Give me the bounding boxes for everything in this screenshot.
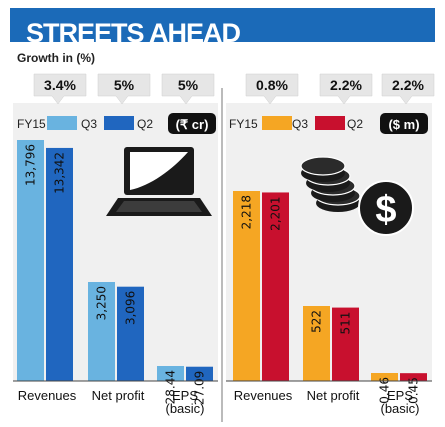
data-label: 3,096 <box>124 291 138 325</box>
growth-box <box>33 73 87 105</box>
growth-label: Growth in (%) <box>17 51 95 65</box>
growth-value: 5% <box>178 77 199 93</box>
legend-prefix: FY15 <box>229 117 258 131</box>
dollar-sign: $ <box>375 189 396 231</box>
unit-badge <box>168 113 216 134</box>
legend-swatch-q2 <box>104 116 134 130</box>
growth-box <box>161 73 215 105</box>
bar-q2 <box>332 307 359 381</box>
legend-swatch-q2 <box>315 116 345 130</box>
laptop-keys <box>116 201 202 212</box>
legend-prefix: FY15 <box>17 117 46 131</box>
data-label: 0.46 <box>378 377 392 404</box>
bar-q3 <box>371 373 398 381</box>
bar-q3 <box>157 366 184 381</box>
bar-q2 <box>186 366 213 381</box>
growth-value: 2.2% <box>330 77 362 93</box>
data-label: 511 <box>339 312 353 335</box>
bar-q2 <box>46 147 73 381</box>
dollar-coins-icon: $ <box>300 156 414 236</box>
data-label: 27.09 <box>193 371 207 405</box>
category-label: Revenues <box>234 388 293 403</box>
bar-q2 <box>400 373 427 381</box>
bar-q3 <box>17 140 44 381</box>
data-label: 2,201 <box>269 196 283 230</box>
growth-box <box>97 73 151 105</box>
category-label: Revenues <box>18 388 77 403</box>
legend-label-q3: Q3 <box>292 117 308 131</box>
unit-label: ($ m) <box>388 117 419 132</box>
data-label: 0.45 <box>407 377 421 404</box>
laptop-glare <box>130 152 188 190</box>
growth-value: 5% <box>114 77 135 93</box>
legend-label-q3: Q3 <box>81 117 97 131</box>
coin-face <box>300 156 346 176</box>
category-label: (basic) <box>165 401 204 416</box>
unit-label: (₹ cr) <box>176 117 209 132</box>
growth-value: 2.2% <box>392 77 424 93</box>
dollar-coin <box>358 180 414 236</box>
category-label: EPS <box>387 388 413 403</box>
category-label: EPS <box>172 388 198 403</box>
growth-box <box>381 73 435 105</box>
legend-label-q2: Q2 <box>347 117 363 131</box>
category-label: (basic) <box>380 401 419 416</box>
bar-q3 <box>88 282 115 381</box>
growth-box <box>245 73 299 105</box>
chart-panel-1: 3.4% 5% 5% FY15 Q3 Q2 (₹ cr) 13,796 13,342 Revenu… <box>13 73 218 416</box>
data-label: 2,218 <box>240 195 254 229</box>
bar-q2 <box>262 192 289 381</box>
page-title: STREETS AHEAD <box>26 18 241 48</box>
laptop-keyboard <box>106 198 212 216</box>
bar-q3 <box>303 306 330 381</box>
legend-swatch-q3 <box>262 116 292 130</box>
growth-value: 3.4% <box>44 77 76 93</box>
unit-badge <box>380 113 428 134</box>
growth-box <box>319 73 373 105</box>
title-bar: STREETS AHEAD <box>10 8 435 48</box>
bar-q2 <box>117 286 144 381</box>
laptop-icon <box>106 147 212 216</box>
bar-q3 <box>233 191 260 381</box>
data-label: 522 <box>310 310 324 333</box>
legend-swatch-q3 <box>47 116 77 130</box>
data-label: 28.44 <box>164 370 178 404</box>
data-label: 13,342 <box>53 152 67 194</box>
category-label: Net profit <box>92 388 145 403</box>
category-label: Net profit <box>307 388 360 403</box>
growth-value: 0.8% <box>256 77 288 93</box>
data-label: 3,250 <box>95 286 109 320</box>
legend-label-q2: Q2 <box>137 117 153 131</box>
chart-panel-2: 0.8% 2.2% 2.2% FY15 Q3 Q2 ($ m) 2,218 2,201 Reven… <box>226 73 435 416</box>
data-label: 13,796 <box>24 144 38 186</box>
